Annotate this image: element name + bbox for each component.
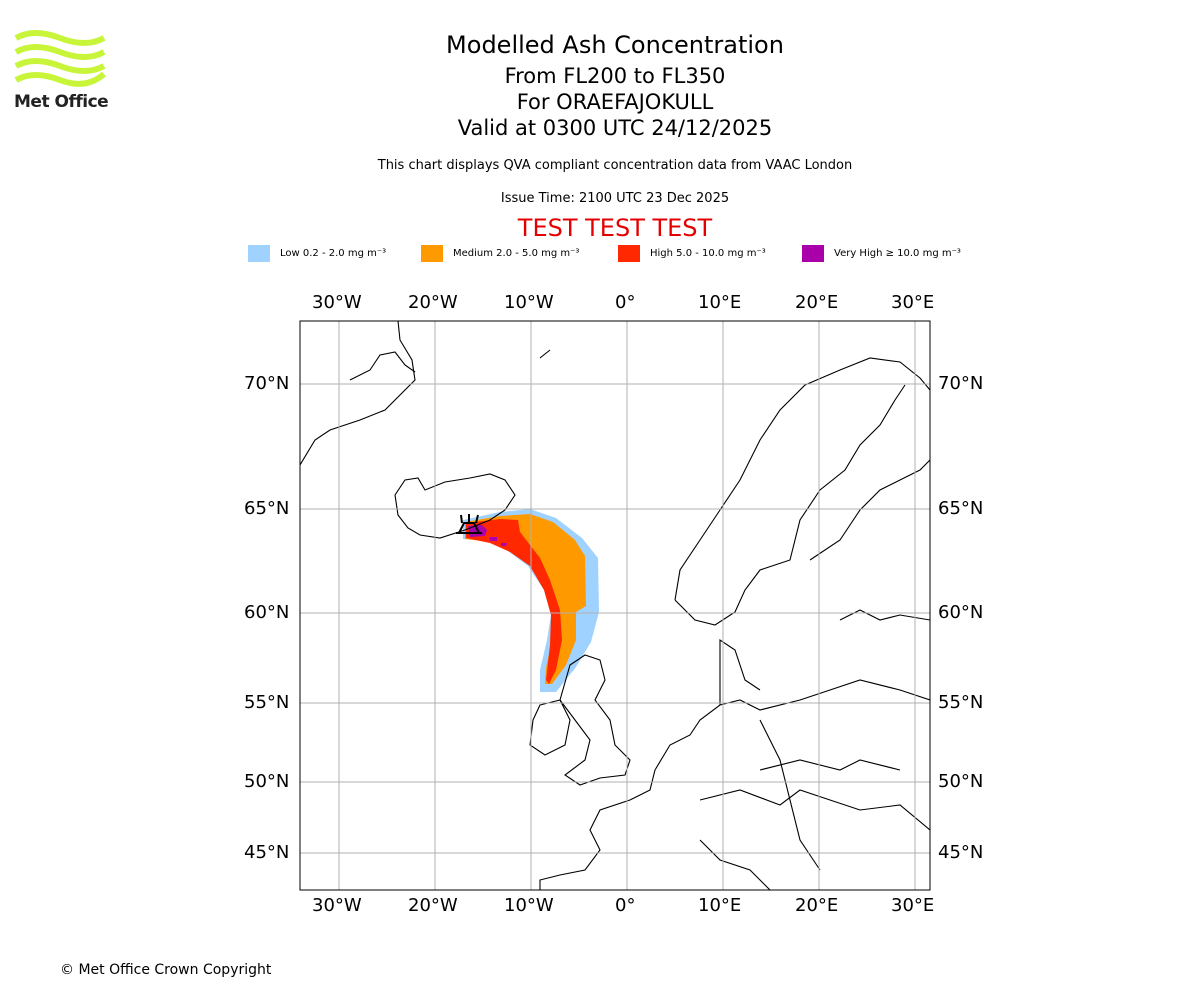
lon-label: 10°E [698, 895, 742, 916]
legend-swatch [802, 245, 824, 262]
lat-label: 65°N [244, 498, 290, 519]
legend-very-high: Very High ≥ 10.0 mg m⁻³ [802, 245, 961, 262]
flight-levels: From FL200 to FL350 [504, 64, 726, 88]
lat-label: 60°N [938, 602, 984, 623]
lat-label: 70°N [244, 373, 290, 394]
lat-label: 65°N [938, 498, 984, 519]
lon-label: 0° [615, 895, 636, 916]
subtitle: This chart displays QVA compliant concen… [377, 158, 853, 173]
lon-label: 10°W [504, 292, 554, 313]
legend-swatch [248, 245, 270, 262]
legend-label: High 5.0 - 10.0 mg m⁻³ [650, 248, 766, 259]
lon-label: 20°W [408, 292, 458, 313]
ash-high-area [466, 519, 562, 684]
gridlines [300, 321, 930, 890]
lat-label: 55°N [938, 692, 984, 713]
lon-label: 20°W [408, 895, 458, 916]
copyright: © Met Office Crown Copyright [60, 962, 272, 978]
lon-label: 30°W [312, 895, 362, 916]
lat-label: 60°N [244, 602, 290, 623]
lat-label: 50°N [938, 771, 984, 792]
coastlines [300, 321, 930, 890]
lon-label: 0° [615, 292, 636, 313]
map-frame [299, 320, 931, 891]
lon-label: 10°W [504, 895, 554, 916]
lon-label: 30°E [891, 895, 935, 916]
legend-label: Medium 2.0 - 5.0 mg m⁻³ [453, 248, 580, 259]
issue-time: Issue Time: 2100 UTC 23 Dec 2025 [500, 191, 730, 206]
lat-label: 55°N [244, 692, 290, 713]
lat-label: 45°N [938, 842, 984, 863]
chart-title: Modelled Ash Concentration [446, 31, 784, 59]
lon-label: 20°E [795, 895, 839, 916]
lat-label: 70°N [938, 373, 984, 394]
lat-label: 45°N [244, 842, 290, 863]
legend-high: High 5.0 - 10.0 mg m⁻³ [618, 245, 766, 262]
volcano-name: For ORAEFAJOKULL [516, 90, 714, 114]
legend-low: Low 0.2 - 2.0 mg m⁻³ [248, 245, 386, 262]
legend-swatch [421, 245, 443, 262]
logo-text: Met Office [14, 92, 109, 112]
test-banner: TEST TEST TEST [517, 214, 713, 242]
volcano-icon [456, 514, 482, 534]
legend-label: Very High ≥ 10.0 mg m⁻³ [834, 248, 961, 259]
lon-label: 30°E [891, 292, 935, 313]
legend-medium: Medium 2.0 - 5.0 mg m⁻³ [421, 245, 579, 262]
met-office-logo [14, 30, 106, 94]
lon-label: 20°E [795, 292, 839, 313]
legend-swatch [618, 245, 640, 262]
lon-label: 30°W [312, 292, 362, 313]
legend-label: Low 0.2 - 2.0 mg m⁻³ [280, 248, 387, 259]
lon-label: 10°E [698, 292, 742, 313]
lat-label: 50°N [244, 771, 290, 792]
valid-time: Valid at 0300 UTC 24/12/2025 [457, 116, 773, 140]
